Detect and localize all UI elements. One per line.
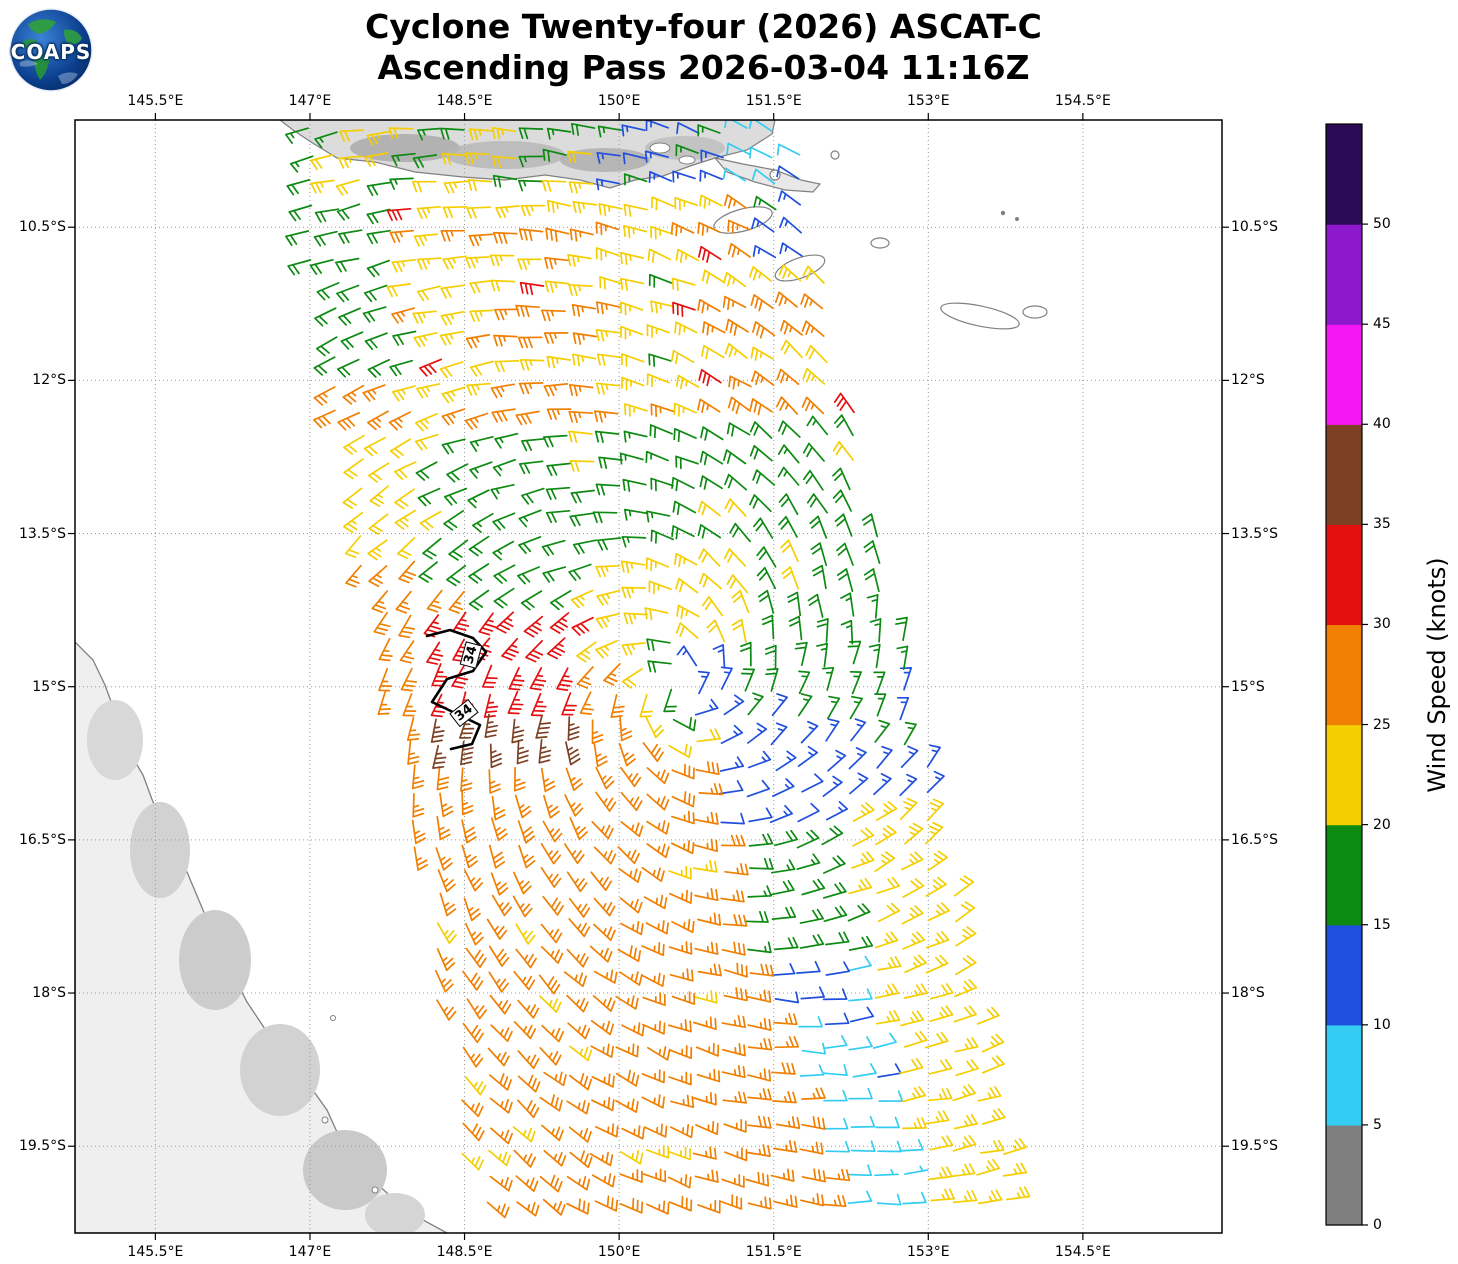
island	[1022, 305, 1048, 319]
wind-barbs-speed-bin-7	[430, 713, 581, 769]
islet-dot	[1015, 217, 1019, 221]
coastline-land-layer	[75, 120, 1048, 1233]
plot-title-line1: Cyclone Twenty-four (2026) ASCAT-C	[365, 7, 1042, 46]
wind-barbs-speed-bin-5	[313, 194, 851, 1219]
wind-barbs-speed-bin-6	[386, 207, 855, 718]
au-terrain-shading	[130, 802, 190, 898]
au-terrain-shading	[179, 910, 251, 1010]
coastal-islet	[321, 1116, 329, 1124]
island	[870, 237, 890, 249]
island	[774, 254, 826, 282]
islet-dot	[1000, 210, 1006, 216]
png-peninsula	[713, 157, 822, 193]
coastal-islet	[371, 1186, 379, 1194]
coaps-logo-text: COAPS	[10, 40, 92, 64]
au-terrain-shading	[365, 1193, 425, 1233]
island	[713, 206, 773, 234]
island	[649, 142, 671, 154]
colorbar-label: Wind Speed (knots)	[1423, 557, 1451, 793]
plot-title: Cyclone Twenty-four (2026) ASCAT-C Ascen…	[130, 6, 1277, 88]
png-terrain-shading	[445, 141, 565, 169]
wind-barbs-speed-bin-3	[285, 122, 917, 954]
wind-barbs-speed-bin-4	[310, 127, 1031, 1205]
coastal-islet	[330, 1015, 336, 1021]
au-terrain-shading	[303, 1130, 387, 1210]
island	[830, 150, 840, 160]
wind-barbs-layer	[285, 120, 1031, 1219]
island	[940, 302, 1020, 330]
r34-contour	[425, 628, 488, 751]
au-terrain-shading	[240, 1024, 320, 1116]
wind-barbs-speed-bin-1	[722, 120, 929, 1206]
island	[678, 155, 696, 165]
gridlines	[75, 120, 1222, 1233]
axis-tick-marks	[68, 113, 1229, 1240]
wind-barbs-speed-bin-2	[595, 120, 945, 1078]
colorbar	[1325, 123, 1368, 1226]
au-terrain-shading	[87, 700, 143, 780]
plot-title-line2: Ascending Pass 2026-03-04 11:16Z	[377, 48, 1030, 87]
coaps-logo: COAPS	[8, 6, 94, 94]
plot-border	[74, 119, 1223, 1234]
globe-icon	[9, 8, 93, 92]
